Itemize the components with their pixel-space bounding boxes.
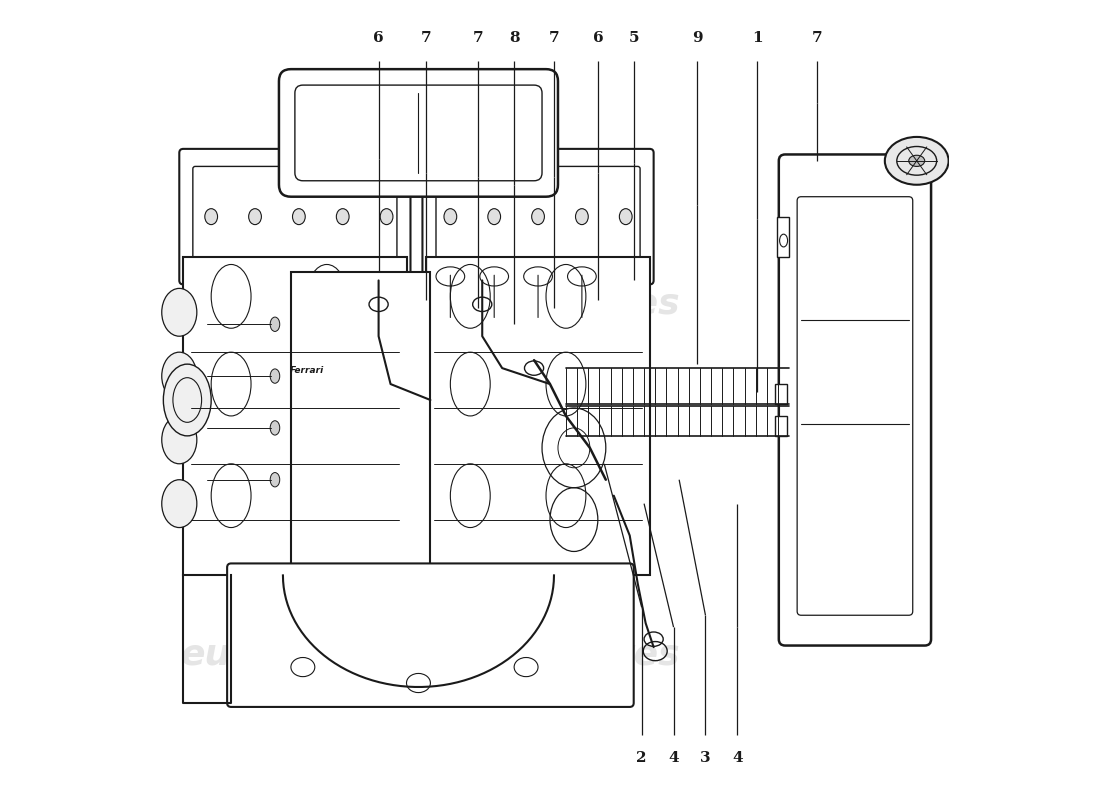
Bar [778, 217, 789, 257]
Text: 1: 1 [752, 31, 762, 46]
Text: 9: 9 [692, 31, 703, 46]
Text: eurospares: eurospares [180, 287, 409, 322]
Ellipse shape [162, 352, 197, 400]
Text: 7: 7 [549, 31, 559, 46]
Ellipse shape [163, 364, 211, 436]
Text: 7: 7 [421, 31, 431, 46]
Bar [184, 257, 407, 575]
Ellipse shape [575, 209, 589, 225]
Ellipse shape [531, 209, 544, 225]
Bar [774, 384, 786, 404]
Text: 6: 6 [593, 31, 603, 46]
Ellipse shape [337, 209, 349, 225]
Ellipse shape [619, 209, 632, 225]
FancyBboxPatch shape [227, 563, 634, 707]
Text: 5: 5 [628, 31, 639, 46]
Ellipse shape [381, 209, 393, 225]
Ellipse shape [162, 416, 197, 464]
Ellipse shape [884, 137, 948, 185]
Ellipse shape [205, 209, 218, 225]
Text: 7: 7 [473, 31, 484, 46]
Text: 6: 6 [373, 31, 384, 46]
Bar [774, 416, 786, 436]
Text: Ferrari: Ferrari [289, 366, 324, 375]
Ellipse shape [162, 480, 197, 527]
Text: 3: 3 [700, 750, 711, 765]
FancyBboxPatch shape [179, 149, 410, 285]
Ellipse shape [249, 209, 262, 225]
Text: 7: 7 [812, 31, 823, 46]
FancyBboxPatch shape [779, 154, 931, 646]
Ellipse shape [271, 421, 279, 435]
Text: 4: 4 [732, 750, 742, 765]
Text: eurospares: eurospares [452, 287, 680, 322]
Ellipse shape [271, 369, 279, 383]
Text: 4: 4 [669, 750, 679, 765]
Ellipse shape [293, 209, 306, 225]
Ellipse shape [444, 209, 456, 225]
Text: eurospares: eurospares [180, 638, 409, 672]
Text: 8: 8 [509, 31, 519, 46]
Text: 2: 2 [637, 750, 647, 765]
Text: eurospares: eurospares [452, 638, 680, 672]
Ellipse shape [487, 209, 500, 225]
Ellipse shape [909, 155, 925, 166]
FancyBboxPatch shape [279, 69, 558, 197]
Bar [290, 273, 430, 575]
Ellipse shape [162, 288, 197, 336]
Ellipse shape [271, 473, 279, 487]
Bar [427, 257, 650, 575]
Ellipse shape [271, 317, 279, 331]
FancyBboxPatch shape [422, 149, 653, 285]
